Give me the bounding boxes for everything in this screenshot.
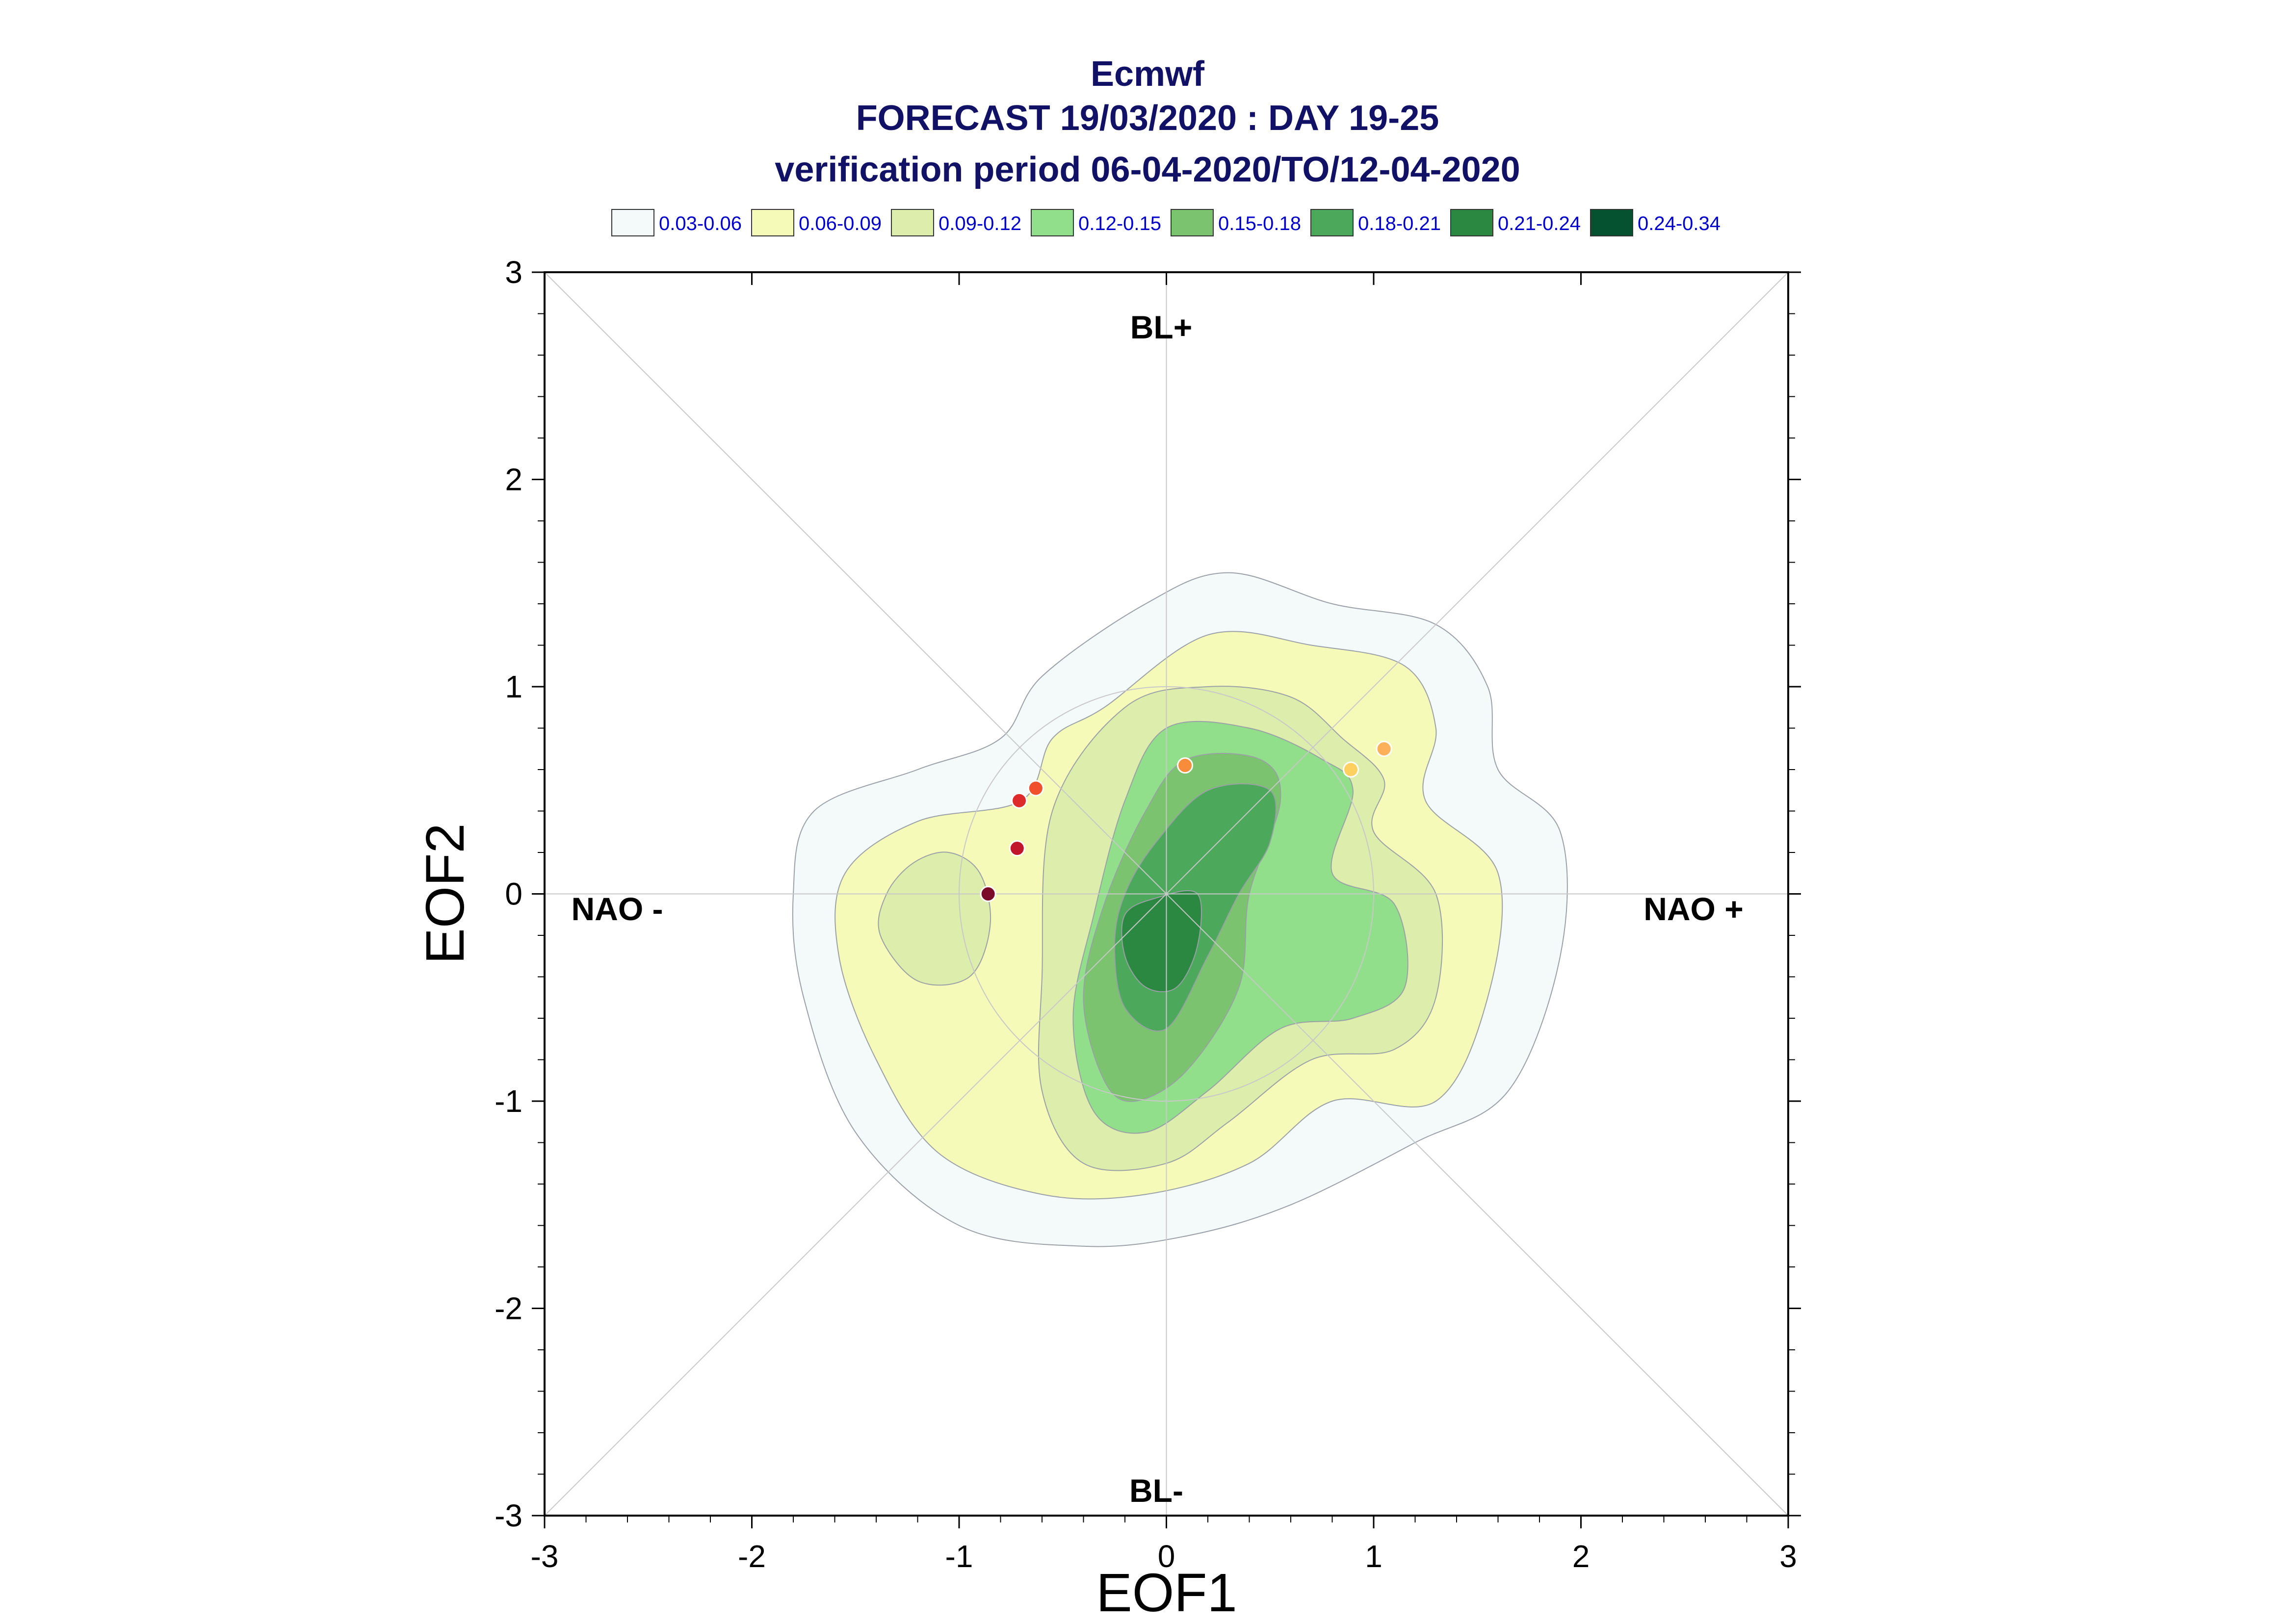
y-tick-label: 2 bbox=[505, 462, 522, 497]
regime-label-top: BL+ bbox=[1130, 309, 1193, 345]
x-tick-label: -2 bbox=[738, 1539, 766, 1574]
legend-swatch-2 bbox=[891, 209, 934, 236]
axis-ticks: -3 -3 -2 -2 -1 -1 0 0 1 1 2 2 3 3 bbox=[495, 255, 1801, 1574]
data-point-2 bbox=[1011, 792, 1028, 809]
reference-lines bbox=[544, 272, 1789, 1516]
x-tick-label: -1 bbox=[945, 1539, 973, 1574]
regime-label-left: NAO - bbox=[572, 891, 663, 927]
legend-swatch-6 bbox=[1450, 209, 1493, 236]
unit-circle bbox=[959, 686, 1374, 1102]
x-tick-label: 2 bbox=[1572, 1539, 1590, 1574]
chart-title: Ecmwf bbox=[1091, 54, 1205, 94]
x-tick-label: 1 bbox=[1365, 1539, 1382, 1574]
legend-swatch-7 bbox=[1590, 209, 1633, 236]
legend-swatch-0 bbox=[611, 209, 654, 236]
y-tick-label: 0 bbox=[505, 876, 522, 912]
y-tick-label: -2 bbox=[495, 1291, 522, 1326]
legend: 0.03-0.06 0.06-0.09 0.09-0.12 0.12-0.15 0.15… bbox=[611, 209, 1721, 236]
data-point-6 bbox=[1376, 741, 1392, 757]
y-tick-label: 1 bbox=[505, 669, 522, 704]
data-point-0 bbox=[980, 886, 996, 902]
x-axis-title: EOF1 bbox=[1096, 1563, 1237, 1623]
regime-label-bottom: BL- bbox=[1129, 1472, 1183, 1509]
legend-swatch-5 bbox=[1310, 209, 1354, 236]
data-point-5 bbox=[1343, 761, 1359, 778]
legend-label-7: 0.24-0.34 bbox=[1638, 213, 1721, 234]
y-tick-label: 3 bbox=[505, 255, 522, 290]
y-axis-title: EOF2 bbox=[415, 823, 475, 964]
legend-swatch-4 bbox=[1171, 209, 1214, 236]
legend-label-2: 0.09-0.12 bbox=[939, 213, 1021, 234]
data-points bbox=[980, 741, 1392, 902]
chart-subtitle: FORECAST 19/03/2020 : DAY 19-25 bbox=[856, 99, 1439, 138]
legend-label-4: 0.15-0.18 bbox=[1218, 213, 1301, 234]
chart-subtitle-2: verification period 06-04-2020/TO/12-04-… bbox=[775, 150, 1520, 189]
y-tick-label: -1 bbox=[495, 1083, 522, 1119]
data-point-1 bbox=[1009, 840, 1025, 857]
density-contours bbox=[792, 572, 1568, 1247]
legend-label-3: 0.12-0.15 bbox=[1078, 213, 1161, 234]
x-tick-label: -3 bbox=[531, 1539, 559, 1574]
legend-label-6: 0.21-0.24 bbox=[1498, 213, 1581, 234]
legend-label-1: 0.06-0.09 bbox=[799, 213, 882, 234]
legend-swatch-3 bbox=[1031, 209, 1074, 236]
x-tick-label: 3 bbox=[1779, 1539, 1797, 1574]
data-point-4 bbox=[1177, 757, 1194, 774]
data-point-3 bbox=[1027, 780, 1044, 797]
legend-label-5: 0.18-0.21 bbox=[1358, 213, 1441, 234]
legend-label-0: 0.03-0.06 bbox=[659, 213, 742, 234]
legend-swatch-1 bbox=[751, 209, 794, 236]
regime-label-right: NAO + bbox=[1643, 891, 1744, 927]
y-tick-label: -3 bbox=[495, 1498, 522, 1533]
diagonal-line-2 bbox=[544, 272, 1789, 1516]
x-tick-label: 0 bbox=[1158, 1539, 1175, 1574]
